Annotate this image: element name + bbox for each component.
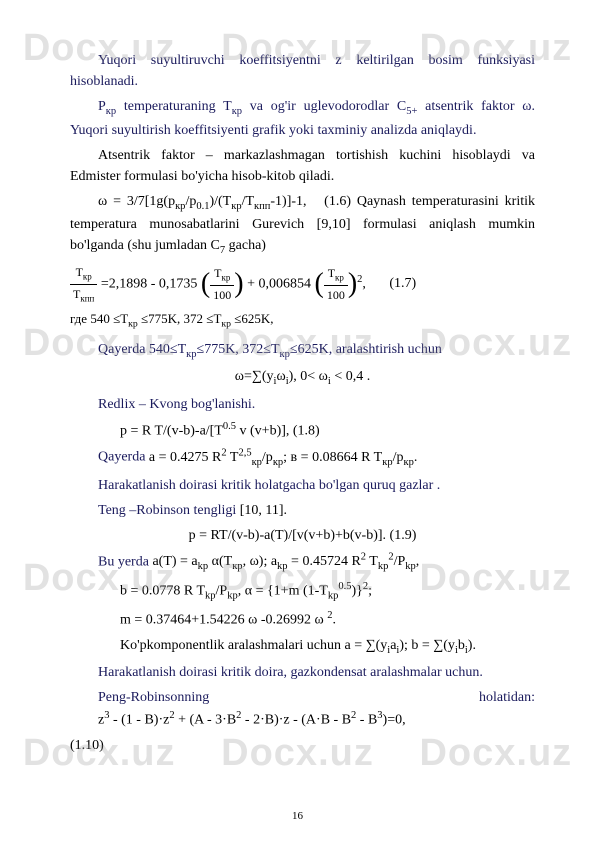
page-number: 16 bbox=[292, 808, 303, 825]
equation-1-7-where: где 540 ≤Tкр ≤775K, 372 ≤Tкр ≤625K, bbox=[70, 309, 535, 332]
para-4: ω = 3/7[1g(pкр/p0.1)/(Tкр/Tкпп-1)]-1, (1… bbox=[70, 191, 535, 259]
eq-1-9: p = RT/(v-b)-a(T)/[v(v+b)+b(v-b)]. (1.9) bbox=[70, 525, 535, 546]
peng-robinson-equation: z3 - (1 - B)·z2 + (A - 3·B2 - 2·B)·z - (… bbox=[70, 708, 406, 731]
eq-1-8: p = R T/(v-b)-a/[T0.5 v (v+b)], (1.8) bbox=[120, 419, 535, 442]
para-8: Harakatlanish doirasi kritik holatgacha … bbox=[70, 475, 535, 496]
para-6: Redlix – Kvong bog'lanishi. bbox=[70, 394, 535, 415]
para-15: Peng-Robinsonning holatidan: z3 - (1 - B… bbox=[70, 687, 535, 731]
para-1: Yuqori suyultiruvchi koeffitsiyentni z k… bbox=[70, 50, 535, 92]
para-9: Teng –Robinson tengligi [10, 11]. bbox=[70, 500, 535, 521]
equation-1-7: TкрTкпп =2,1898 - 0,1735 (Tкр100) + 0,00… bbox=[70, 263, 535, 306]
para-2: Pкр temperaturaning Tкр va og'ir uglevod… bbox=[70, 96, 535, 141]
eq-omega: ω=∑(yiωi), 0< ωi < 0,4 . bbox=[70, 366, 535, 390]
para-7: Qayerda a = 0.4275 R2 T2,5кр/pкр; в = 0.… bbox=[70, 445, 535, 470]
para-14: Harakatlanish doirasi kritik doira, gazk… bbox=[70, 662, 535, 683]
para-3: Atsentrik faktor – markazlashmagan torti… bbox=[70, 145, 535, 187]
eq-1-10-num: (1.10) bbox=[70, 735, 535, 756]
para-11: b = 0.0778 R Tkp/Pkp, α = {1+m (1-Tkp0.5… bbox=[120, 579, 535, 604]
para-12: m = 0.37464+1.54226 ω -0.26992 ω 2. bbox=[120, 608, 535, 631]
para-13: Ko'pkomponentlik aralashmalari uchun a =… bbox=[120, 635, 535, 659]
para-10: Bu yerda a(T) = akp α(Tкр, ω); akp = 0.4… bbox=[70, 550, 535, 575]
para-5: Qayerda 540≤Tкр≤775K, 372≤Tкр≤625K, aral… bbox=[70, 339, 535, 363]
